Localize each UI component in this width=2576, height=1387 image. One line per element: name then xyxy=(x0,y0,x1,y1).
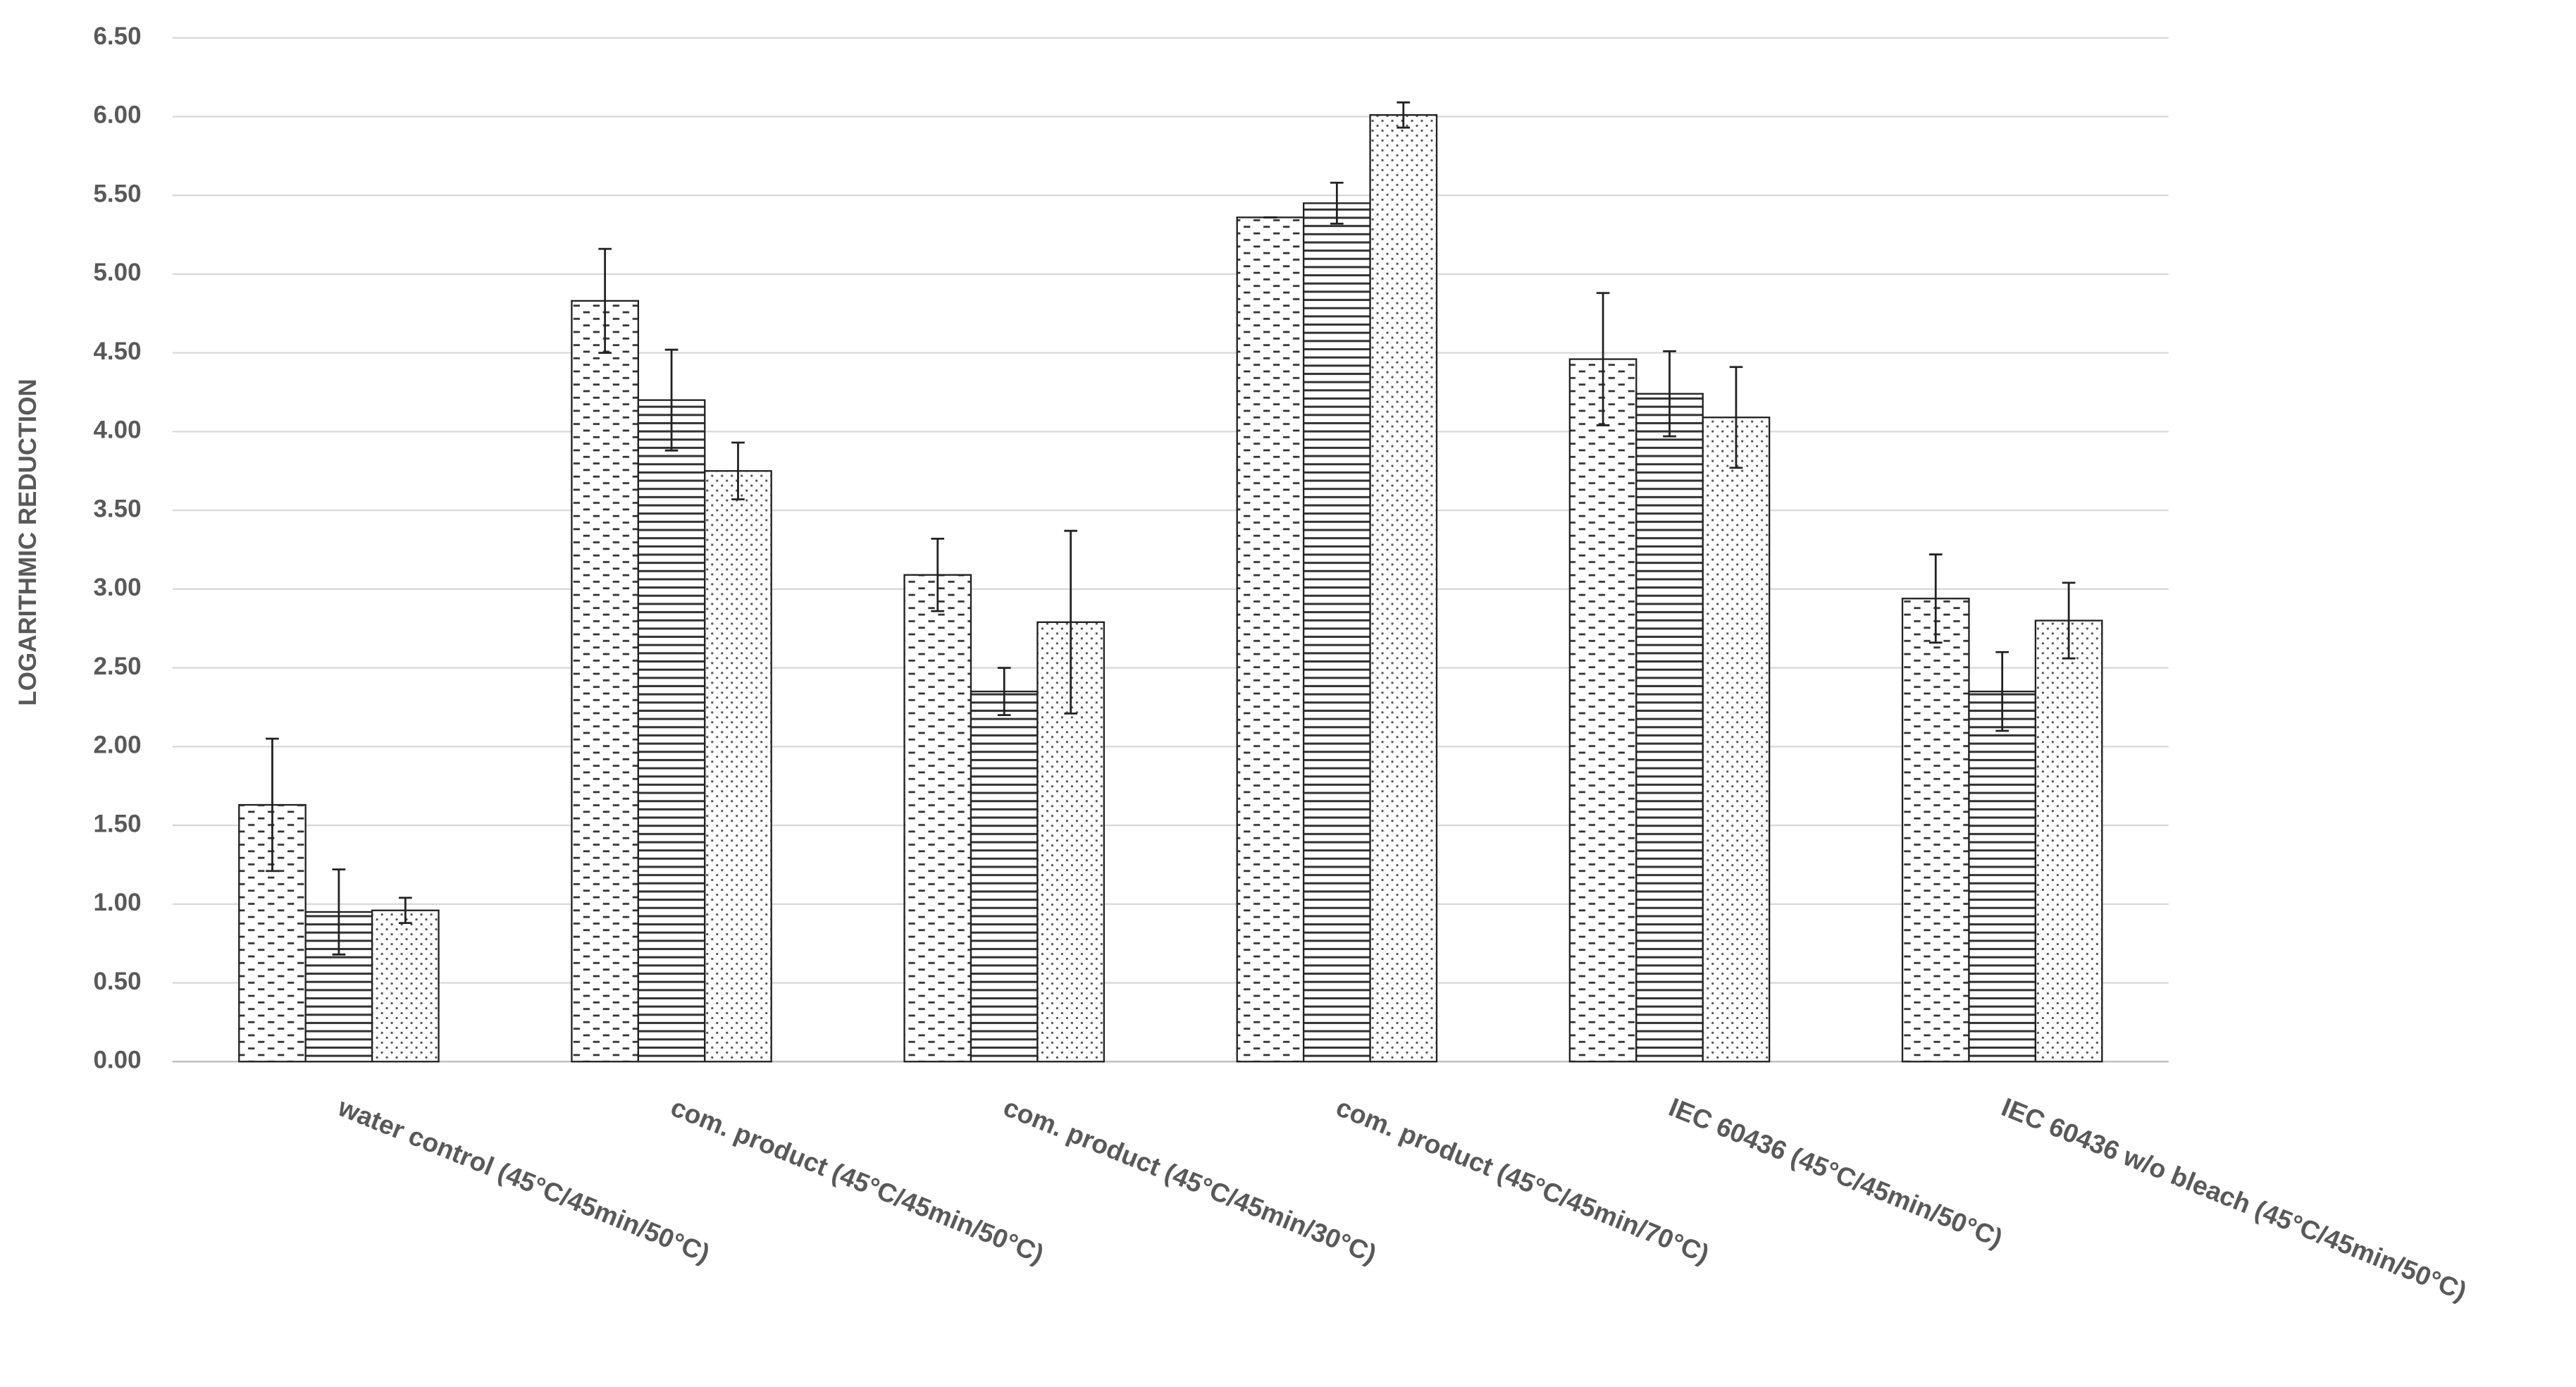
y-tick-label: 5.50 xyxy=(93,180,141,207)
x-tick-label: IEC 60436 (45°C/45min/50°C) xyxy=(1665,1092,2007,1253)
bar xyxy=(1702,417,1771,1063)
x-tick-label: com. product (45°C/45min/50°C) xyxy=(667,1092,1048,1269)
y-tick-label: 2.50 xyxy=(93,653,141,680)
error-bar xyxy=(664,348,679,452)
error-bar xyxy=(931,537,945,612)
y-tick-label: 0.50 xyxy=(93,968,141,995)
x-tick-label: water control (45°C/45min/50°C) xyxy=(333,1092,714,1269)
y-tick-label: 5.00 xyxy=(93,259,141,286)
y-tick-label: 6.00 xyxy=(93,101,141,129)
y-tick-label: 1.50 xyxy=(93,810,141,837)
error-bar xyxy=(1995,651,2010,732)
bar xyxy=(903,574,972,1063)
y-tick-label: 3.00 xyxy=(93,574,141,601)
bar xyxy=(1968,690,2037,1063)
bar xyxy=(1369,114,1438,1063)
bar xyxy=(637,399,706,1063)
error-bar xyxy=(997,667,1011,717)
bar xyxy=(970,690,1039,1063)
error-bar xyxy=(1330,181,1344,225)
y-tick-label: 2.00 xyxy=(93,732,141,759)
error-bar xyxy=(1397,101,1411,129)
y-tick-label: 3.50 xyxy=(93,495,141,522)
error-bar xyxy=(1928,553,1943,644)
bar xyxy=(371,909,440,1063)
error-bar xyxy=(266,737,279,873)
error-bar xyxy=(731,441,745,500)
bar xyxy=(1236,216,1305,1063)
bar xyxy=(1302,202,1371,1063)
error-bar xyxy=(1729,366,1743,469)
error-bar xyxy=(332,868,346,956)
y-axis-title: LOGARITHMIC REDUCTION xyxy=(14,378,42,705)
bar xyxy=(704,470,772,1063)
y-tick-label: 1.00 xyxy=(93,889,141,916)
x-tick-label: com. product (45°C/45min/30°C) xyxy=(1000,1092,1381,1269)
error-bar xyxy=(1064,529,1077,715)
error-bar xyxy=(399,896,412,925)
bar xyxy=(571,300,640,1063)
x-tick-label: IEC 60436 w/o bleach (45°C/45min/50°C) xyxy=(1998,1092,2471,1306)
bar xyxy=(1635,393,1704,1063)
error-bar xyxy=(1596,292,1610,426)
error-bar xyxy=(598,247,612,355)
y-tick-label: 4.00 xyxy=(93,417,141,444)
x-tick-label: com. product (45°C/45min/70°C) xyxy=(1332,1092,1714,1269)
bar xyxy=(2034,619,2103,1063)
bar xyxy=(1568,358,1637,1063)
y-tick-label: 6.50 xyxy=(93,23,141,50)
error-bar xyxy=(2062,581,2076,660)
error-bar xyxy=(1663,350,1676,438)
y-tick-label: 0.00 xyxy=(93,1047,141,1074)
bar xyxy=(1901,598,1970,1063)
y-tick-label: 4.50 xyxy=(93,338,141,365)
